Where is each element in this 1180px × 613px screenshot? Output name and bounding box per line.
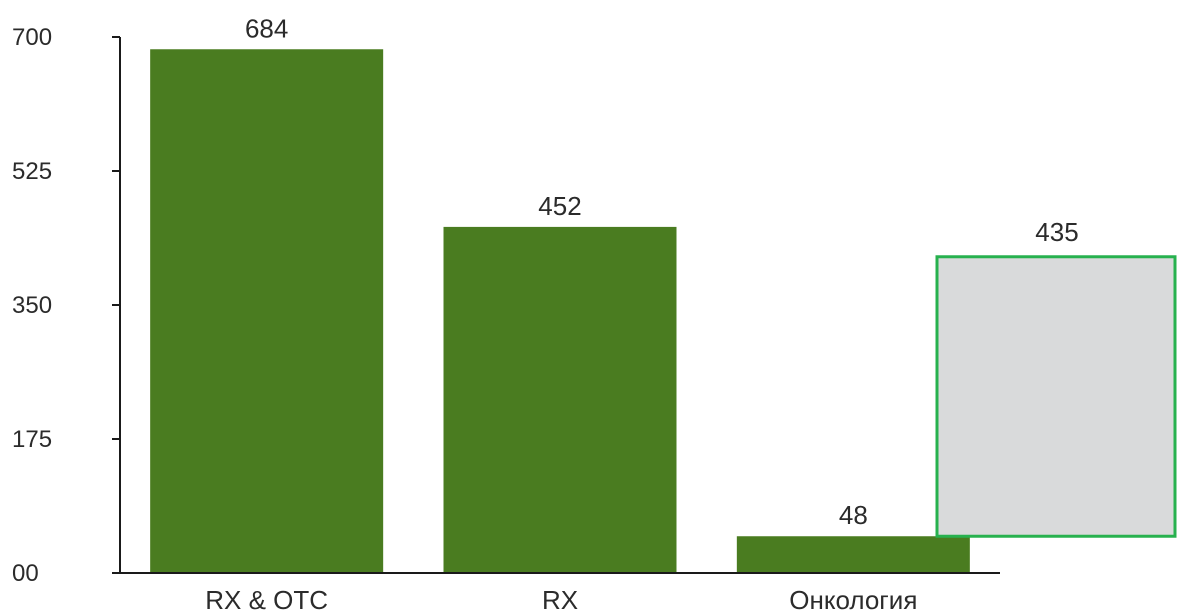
x-category-label: RX & OTC <box>205 585 328 613</box>
bar <box>443 226 677 573</box>
bar <box>736 536 970 573</box>
y-tick-label: 00 <box>12 560 39 587</box>
bar-value-label: 452 <box>538 191 581 221</box>
highlight-box-label: 435 <box>1035 217 1078 247</box>
x-axis: RX & OTC RX Онкология <box>120 572 1000 613</box>
y-tick-label: 700 <box>12 24 52 51</box>
bar <box>150 49 384 574</box>
y-tick-label: 175 <box>12 426 52 453</box>
highlight-box <box>935 255 1177 538</box>
y-tick-label: 525 <box>12 158 52 185</box>
y-axis: 00 175 350 525 700 <box>12 24 121 587</box>
bar-value-label: 684 <box>245 13 288 43</box>
bars: 684 452 48 435 <box>150 13 1177 574</box>
y-tick-label: 350 <box>12 292 52 319</box>
bar-value-label: 48 <box>839 500 868 530</box>
x-category-label: Онкология <box>789 585 917 613</box>
x-category-label: RX <box>542 585 578 613</box>
